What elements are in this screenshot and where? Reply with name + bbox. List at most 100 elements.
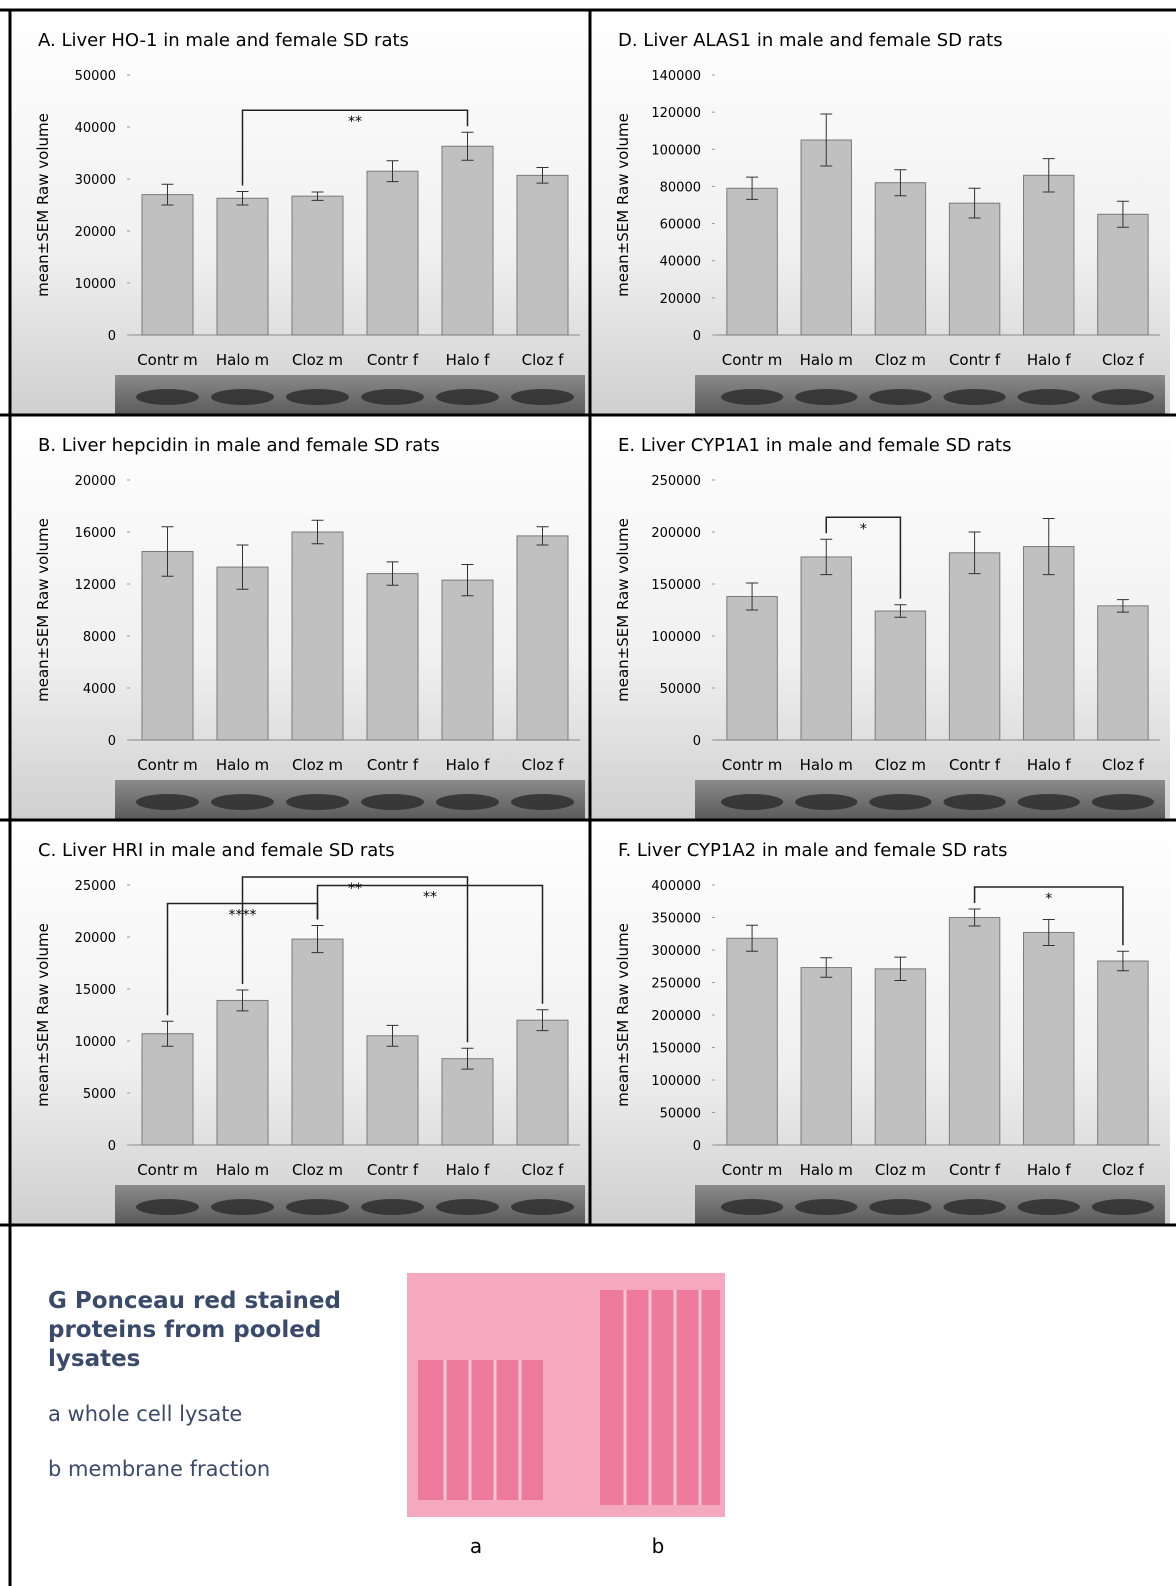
blot-band [795,794,857,810]
blot-band [361,1199,424,1215]
lane-label: b [652,1534,665,1558]
bar [442,146,493,335]
y-axis-label: mean±SEM Raw volume [614,113,632,297]
chart-title: C. Liver HRI in male and female SD rats [38,840,395,861]
y-tick-label: 100000 [651,143,701,158]
blot-band [869,794,931,810]
blot-band [1092,389,1154,405]
y-tick-label: 5000 [83,1087,116,1102]
blot-band [136,389,199,405]
blot-band [286,389,349,405]
x-tick-label: Halo m [800,351,853,369]
bar [1024,547,1074,740]
x-tick-label: Contr f [949,1161,1001,1179]
x-tick-label: Cloz m [875,351,926,369]
blot-band [136,1199,199,1215]
panel-g-title: G Ponceau red stained proteins from pool… [48,1287,358,1374]
y-tick-label: 15000 [75,983,116,998]
blot-band [1018,1199,1080,1215]
blot-band [943,1199,1005,1215]
chart-title: A. Liver HO-1 in male and female SD rats [38,30,409,51]
significance-label: ** [348,114,362,130]
blot-band [721,794,783,810]
x-tick-label: Halo f [446,351,491,369]
blot-band [1092,794,1154,810]
bar [367,574,418,740]
blot-band [721,389,783,405]
bar [142,195,193,335]
y-tick-label: 200000 [651,1009,701,1024]
y-tick-label: 150000 [651,1042,701,1057]
bar [801,968,851,1145]
bar [1098,214,1148,335]
y-axis-label: mean±SEM Raw volume [614,923,632,1107]
y-tick-label: 0 [108,734,116,749]
y-tick-label: 150000 [651,578,701,593]
blot-band [943,389,1005,405]
y-tick-label: 20000 [660,292,701,307]
x-tick-label: Cloz f [1102,756,1144,774]
chart-title: F. Liver CYP1A2 in male and female SD ra… [618,840,1008,861]
y-tick-label: 0 [693,734,701,749]
y-tick-label: 120000 [651,106,701,121]
y-tick-label: 40000 [660,255,701,270]
bar [367,171,418,335]
panel-g-item: b membrane fraction [48,1457,270,1481]
x-tick-label: Halo m [216,1161,269,1179]
y-tick-label: 0 [693,329,701,344]
bar [727,938,777,1145]
y-tick-label: 10000 [75,277,116,292]
x-tick-label: Cloz m [875,1161,926,1179]
x-tick-label: Cloz m [292,351,343,369]
chart-title: D. Liver ALAS1 in male and female SD rat… [618,30,1003,51]
x-tick-label: Halo f [1027,756,1072,774]
chart-title: B. Liver hepcidin in male and female SD … [38,435,440,456]
y-axis-label: mean±SEM Raw volume [34,923,52,1107]
y-axis-label: mean±SEM Raw volume [34,113,52,297]
y-tick-label: 30000 [75,173,116,188]
x-tick-label: Contr m [137,351,198,369]
bar [442,1059,493,1145]
chart-title: E. Liver CYP1A1 in male and female SD ra… [618,435,1011,456]
x-tick-label: Cloz f [522,756,564,774]
bar [142,1034,193,1145]
blot-band [361,389,424,405]
significance-label: ** [423,890,437,906]
x-tick-label: Cloz m [292,1161,343,1179]
x-tick-label: Contr m [722,756,783,774]
x-tick-label: Cloz m [875,756,926,774]
bar [875,611,925,740]
y-tick-label: 20000 [75,931,116,946]
bar [217,1000,268,1145]
y-tick-label: 8000 [83,630,116,645]
blot-band [795,389,857,405]
bar [875,183,925,335]
y-tick-label: 350000 [651,912,701,927]
blot-band [1092,1199,1154,1215]
panel: D. Liver ALAS1 in male and female SD rat… [590,10,1170,415]
y-tick-label: 50000 [75,69,116,84]
bar [1098,606,1148,740]
x-tick-label: Halo m [800,756,853,774]
y-tick-label: 40000 [75,121,116,136]
x-tick-label: Halo m [800,1161,853,1179]
significance-label: ** [348,881,362,897]
blot-band [869,1199,931,1215]
blot-band [436,794,499,810]
x-tick-label: Contr f [367,351,419,369]
x-tick-label: Halo m [216,756,269,774]
bar [727,596,777,740]
x-tick-label: Cloz f [522,351,564,369]
y-tick-label: 20000 [75,474,116,489]
blot-band [511,1199,574,1215]
x-tick-label: Cloz f [1102,351,1144,369]
panel: F. Liver CYP1A2 in male and female SD ra… [590,820,1170,1225]
y-tick-label: 50000 [660,682,701,697]
x-tick-label: Halo f [446,1161,491,1179]
bar [801,557,851,740]
bar [367,1036,418,1145]
y-axis-label: mean±SEM Raw volume [614,518,632,702]
bar [1098,961,1148,1145]
panel: E. Liver CYP1A1 in male and female SD ra… [590,415,1170,820]
bar [292,939,343,1145]
